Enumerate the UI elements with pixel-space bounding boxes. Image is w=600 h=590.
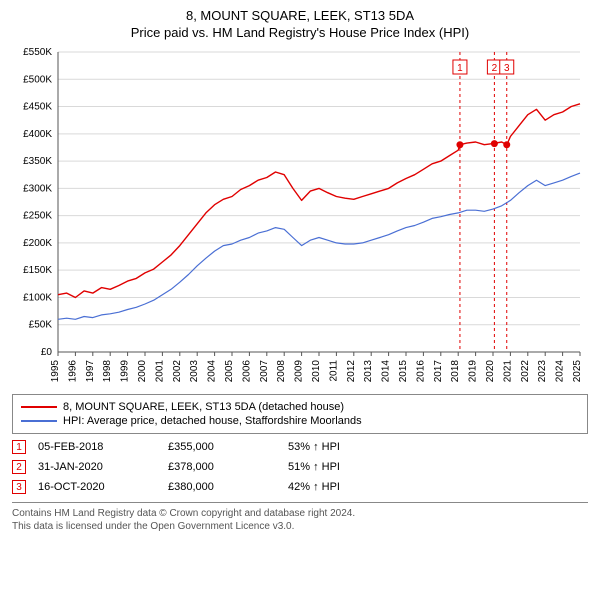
svg-text:£500K: £500K [23, 74, 52, 85]
line-chart: £0 £50K £100K £150K £200K £250K £300K £350K £400… [12, 46, 588, 386]
svg-text:2012: 2012 [346, 360, 357, 383]
svg-text:1: 1 [457, 63, 463, 74]
sale-marker-badge: 3 [12, 480, 26, 494]
svg-text:2003: 2003 [189, 360, 200, 383]
svg-text:2020: 2020 [485, 360, 496, 383]
svg-text:2024: 2024 [555, 360, 566, 383]
sale-diff: 42% ↑ HPI [288, 481, 340, 493]
legend: 8, MOUNT SQUARE, LEEK, ST13 5DA (detache… [12, 394, 588, 434]
svg-text:2011: 2011 [328, 360, 339, 382]
legend-label: 8, MOUNT SQUARE, LEEK, ST13 5DA (detache… [63, 401, 344, 413]
sale-date: 05-FEB-2018 [38, 441, 168, 453]
sales-list: 1 05-FEB-2018£355,00053% ↑ HPI 2 31-JAN-202… [12, 440, 588, 494]
sale-diff: 53% ↑ HPI [288, 441, 340, 453]
svg-text:£100K: £100K [23, 292, 52, 303]
legend-swatch [21, 406, 57, 408]
svg-text:1999: 1999 [120, 360, 131, 383]
svg-text:2019: 2019 [468, 360, 479, 383]
svg-text:2025: 2025 [572, 360, 583, 383]
svg-text:2016: 2016 [415, 360, 426, 383]
svg-text:£50K: £50K [29, 320, 53, 331]
svg-text:£450K: £450K [23, 102, 52, 113]
svg-text:£400K: £400K [23, 129, 52, 140]
legend-row: 8, MOUNT SQUARE, LEEK, ST13 5DA (detache… [21, 401, 579, 413]
legend-row: HPI: Average price, detached house, Staf… [21, 415, 579, 427]
legend-label: HPI: Average price, detached house, Staf… [63, 415, 362, 427]
svg-text:1998: 1998 [102, 360, 113, 383]
svg-text:2017: 2017 [433, 360, 444, 383]
svg-text:2014: 2014 [381, 360, 392, 383]
svg-text:1995: 1995 [50, 360, 61, 383]
title-address: 8, MOUNT SQUARE, LEEK, ST13 5DA [12, 8, 588, 23]
svg-text:2023: 2023 [537, 360, 548, 383]
svg-text:2001: 2001 [154, 360, 165, 383]
svg-text:2: 2 [492, 63, 498, 74]
svg-text:2008: 2008 [276, 360, 287, 383]
chart-container: 8, MOUNT SQUARE, LEEK, ST13 5DA Price pa… [0, 0, 600, 541]
svg-text:£550K: £550K [23, 47, 52, 58]
svg-text:£250K: £250K [23, 211, 52, 222]
svg-text:£300K: £300K [23, 183, 52, 194]
sale-marker-badge: 1 [12, 440, 26, 454]
svg-text:£150K: £150K [23, 265, 52, 276]
footnote-line1: Contains HM Land Registry data © Crown c… [12, 507, 588, 520]
svg-text:1996: 1996 [67, 360, 78, 383]
svg-text:2015: 2015 [398, 360, 409, 383]
svg-text:£0: £0 [41, 347, 53, 358]
sale-diff: 51% ↑ HPI [288, 461, 340, 473]
svg-text:2018: 2018 [450, 360, 461, 383]
svg-text:2013: 2013 [363, 360, 374, 383]
svg-text:£350K: £350K [23, 156, 52, 167]
sale-row: 2 31-JAN-2020£378,00051% ↑ HPI [12, 460, 588, 474]
svg-text:3: 3 [504, 63, 510, 74]
sale-price: £355,000 [168, 441, 288, 453]
sale-price: £378,000 [168, 461, 288, 473]
svg-text:2002: 2002 [172, 360, 183, 383]
sale-date: 31-JAN-2020 [38, 461, 168, 473]
svg-text:1997: 1997 [85, 360, 96, 383]
svg-text:2009: 2009 [294, 360, 305, 383]
svg-text:2022: 2022 [520, 360, 531, 383]
legend-swatch [21, 420, 57, 422]
svg-text:2021: 2021 [502, 360, 513, 383]
chart-area: £0 £50K £100K £150K £200K £250K £300K £350K £400… [12, 46, 588, 386]
svg-text:2000: 2000 [137, 360, 148, 383]
svg-text:2004: 2004 [207, 360, 218, 383]
svg-text:£200K: £200K [23, 238, 52, 249]
sale-date: 16-OCT-2020 [38, 481, 168, 493]
sale-row: 1 05-FEB-2018£355,00053% ↑ HPI [12, 440, 588, 454]
svg-text:2005: 2005 [224, 360, 235, 383]
sale-price: £380,000 [168, 481, 288, 493]
title-subtitle: Price paid vs. HM Land Registry's House … [12, 25, 588, 40]
svg-text:2006: 2006 [241, 360, 252, 383]
svg-text:2007: 2007 [259, 360, 270, 383]
sale-marker-badge: 2 [12, 460, 26, 474]
footnote: Contains HM Land Registry data © Crown c… [12, 502, 588, 533]
sale-row: 3 16-OCT-2020£380,00042% ↑ HPI [12, 480, 588, 494]
footnote-line2: This data is licensed under the Open Gov… [12, 520, 588, 533]
svg-text:2010: 2010 [311, 360, 322, 383]
